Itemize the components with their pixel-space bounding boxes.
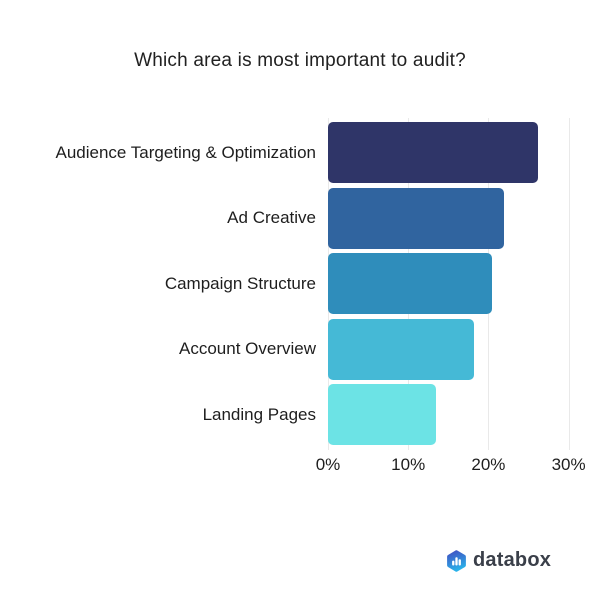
bar	[328, 122, 539, 183]
category-label: Campaign Structure	[164, 273, 316, 293]
bar	[328, 318, 474, 380]
category-label: Audience Targeting & Optimization	[55, 142, 316, 162]
category-label: Account Overview	[179, 339, 316, 358]
bar-row: Landing Pages	[0, 384, 600, 445]
gridline-30pct	[568, 118, 570, 450]
databox-logo: databox	[447, 549, 551, 572]
bar-row: Campaign Structure	[0, 253, 600, 314]
x-tick-label: 0%	[315, 455, 341, 474]
x-tick-label: 10%	[391, 455, 426, 474]
category-label: Landing Pages	[202, 404, 316, 424]
bar	[328, 253, 493, 314]
category-label: Ad Creative	[227, 208, 316, 227]
databox-wordmark: databox	[473, 549, 552, 571]
bar	[328, 384, 437, 445]
x-tick-label: 20%	[471, 455, 506, 474]
databox-hexagon-bar-chart-icon	[447, 549, 466, 572]
bar-row: Account Overview	[0, 318, 600, 380]
x-tick-label: 30%	[551, 455, 586, 474]
bar-row: Audience Targeting & Optimization	[0, 122, 600, 183]
chart-title: Which area is most important to audit?	[134, 50, 466, 71]
bar	[328, 187, 504, 249]
bar-row: Ad Creative	[0, 187, 600, 249]
